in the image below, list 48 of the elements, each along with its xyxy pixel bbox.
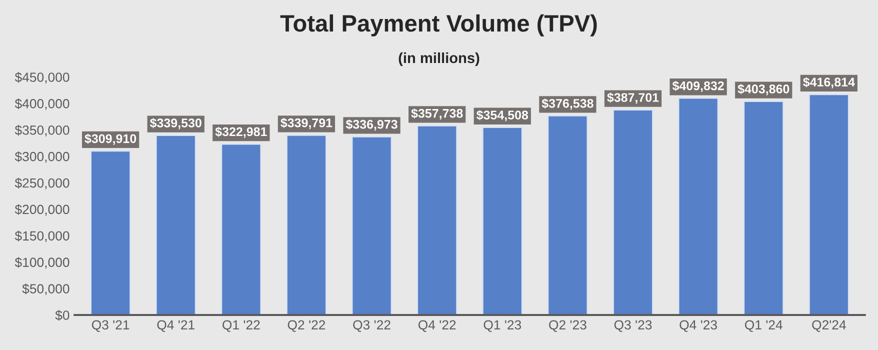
chart-title: Total Payment Volume (TPV) xyxy=(280,14,597,36)
bar xyxy=(416,125,458,315)
bar xyxy=(548,115,588,315)
data-label: $336,973 xyxy=(346,119,398,131)
data-label: $416,814 xyxy=(803,77,855,88)
x-tick-label: Q1 '22 xyxy=(222,320,260,332)
x-tick-label: Q3 '21 xyxy=(92,320,130,332)
y-tick-label: $50,000 xyxy=(22,284,70,296)
bar xyxy=(90,150,131,315)
x-tick-label: Q1 '24 xyxy=(745,320,782,332)
y-tick-label: $350,000 xyxy=(14,124,70,136)
x-tick-label: Q2 '22 xyxy=(288,320,326,332)
y-tick-label: $300,000 xyxy=(14,151,70,163)
bar xyxy=(156,134,196,315)
x-tick-label: Q4 '22 xyxy=(418,320,456,332)
y-tick-label: $250,000 xyxy=(14,178,70,190)
x-tick-label: Q4 '21 xyxy=(157,320,194,332)
bar xyxy=(221,144,262,315)
data-label: $339,791 xyxy=(280,118,332,130)
data-label: $354,508 xyxy=(476,110,528,122)
data-label: $357,738 xyxy=(411,108,463,120)
y-tick-label: $100,000 xyxy=(14,257,70,269)
x-tick-label: Q3 '23 xyxy=(614,320,652,332)
data-label: $322,981 xyxy=(215,126,267,138)
data-label: $376,538 xyxy=(542,98,594,110)
bar xyxy=(808,94,850,315)
bar xyxy=(612,109,654,315)
bar xyxy=(482,126,523,315)
bar xyxy=(286,134,327,315)
y-tick-label: $200,000 xyxy=(14,204,70,216)
y-tick-label: $150,000 xyxy=(14,230,70,242)
x-tick-label: Q1 '23 xyxy=(484,320,522,332)
bar xyxy=(678,98,718,315)
data-label: $309,910 xyxy=(84,134,136,145)
chart-subtitle: (in millions) xyxy=(398,52,480,66)
data-label: $403,860 xyxy=(738,84,790,96)
y-tick-label: $400,000 xyxy=(14,98,70,110)
bar xyxy=(743,100,784,315)
data-label: $339,530 xyxy=(150,118,202,130)
y-tick-label: $450,000 xyxy=(14,72,70,84)
data-label: $409,832 xyxy=(672,80,724,92)
y-tick-label: $0 xyxy=(55,310,70,321)
data-label: $387,701 xyxy=(607,92,659,104)
x-tick-label: Q3 '22 xyxy=(353,320,390,332)
x-tick-label: Q4 '23 xyxy=(680,320,717,332)
x-tick-label: Q2'24 xyxy=(812,320,846,332)
bar xyxy=(352,136,392,315)
x-tick-label: Q2 '23 xyxy=(549,320,586,332)
